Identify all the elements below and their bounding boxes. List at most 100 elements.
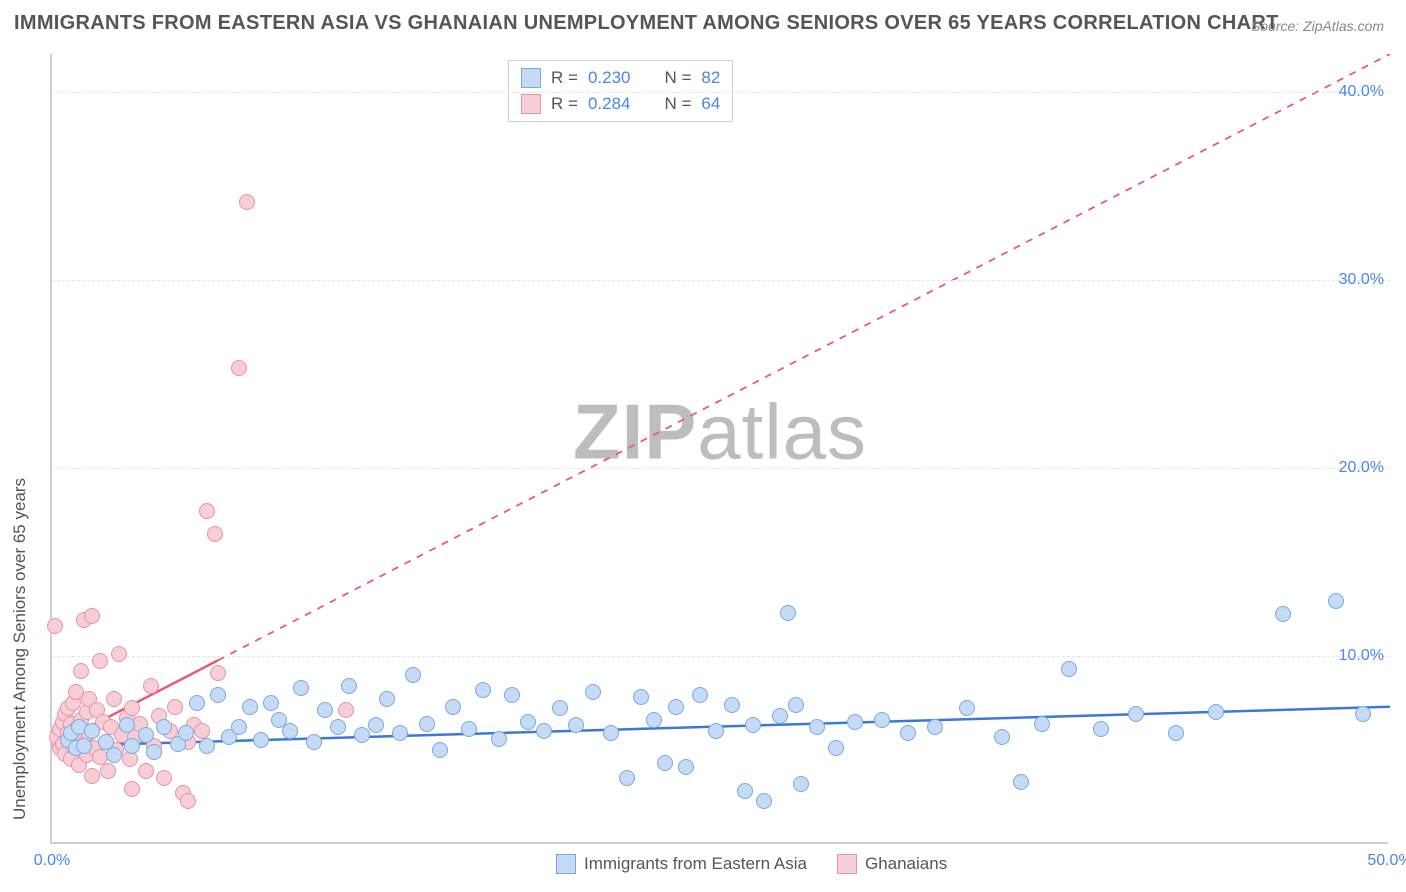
data-point — [119, 717, 135, 733]
data-point — [111, 646, 127, 662]
legend-row: R = 0.230N = 82 — [521, 65, 720, 91]
plot-area: ZIPatlas R = 0.230N = 82R = 0.284N = 64 … — [50, 54, 1388, 844]
data-point — [1168, 725, 1184, 741]
data-point — [552, 700, 568, 716]
data-point — [603, 725, 619, 741]
data-point — [124, 781, 140, 797]
data-point — [756, 793, 772, 809]
data-point — [737, 783, 753, 799]
data-point — [445, 699, 461, 715]
data-point — [1275, 606, 1291, 622]
data-point — [231, 719, 247, 735]
gridline — [52, 468, 1390, 469]
legend-row: R = 0.284 N = 64 — [521, 91, 720, 117]
data-point — [306, 734, 322, 750]
legend-label: Immigrants from Eastern Asia — [584, 854, 807, 874]
chart-area: ZIPatlas R = 0.230N = 82R = 0.284N = 64 … — [50, 54, 1388, 844]
data-point — [619, 770, 635, 786]
legend-r-label: R = — [551, 94, 578, 114]
data-point — [194, 723, 210, 739]
x-tick-label: 50.0% — [1367, 852, 1406, 870]
data-point — [1328, 593, 1344, 609]
legend-item: Ghanaians — [837, 854, 947, 874]
legend-label: Ghanaians — [865, 854, 947, 874]
data-point — [253, 732, 269, 748]
data-point — [106, 691, 122, 707]
data-point — [1093, 721, 1109, 737]
data-point — [475, 682, 491, 698]
source-attribution: Source: ZipAtlas.com — [1251, 18, 1384, 34]
legend-swatch — [521, 94, 541, 114]
data-point — [210, 665, 226, 681]
data-point — [368, 717, 384, 733]
data-point — [708, 723, 724, 739]
chart-title: IMMIGRANTS FROM EASTERN ASIA VS GHANAIAN… — [14, 12, 1279, 35]
data-point — [1034, 716, 1050, 732]
data-point — [678, 759, 694, 775]
y-tick-label: 30.0% — [1339, 271, 1390, 289]
data-point — [180, 793, 196, 809]
data-point — [461, 721, 477, 737]
data-point — [210, 687, 226, 703]
y-axis-label: Unemployment Among Seniors over 65 years — [10, 478, 30, 820]
data-point — [156, 719, 172, 735]
data-point — [330, 719, 346, 735]
data-point — [138, 727, 154, 743]
data-point — [231, 360, 247, 376]
data-point — [780, 605, 796, 621]
data-point — [167, 699, 183, 715]
data-point — [724, 697, 740, 713]
legend-r-value: 0.284 — [588, 94, 631, 114]
data-point — [668, 699, 684, 715]
data-point — [772, 708, 788, 724]
data-point — [536, 723, 552, 739]
data-point — [745, 717, 761, 733]
x-tick-label: 0.0% — [34, 852, 70, 870]
data-point — [341, 678, 357, 694]
data-point — [1208, 704, 1224, 720]
gridline — [52, 92, 1390, 93]
data-point — [189, 695, 205, 711]
gridline — [52, 656, 1390, 657]
data-point — [100, 763, 116, 779]
data-point — [124, 738, 140, 754]
data-point — [657, 755, 673, 771]
data-point — [392, 725, 408, 741]
legend-swatch — [837, 854, 857, 874]
data-point — [293, 680, 309, 696]
data-point — [84, 723, 100, 739]
legend-n-value: 64 — [701, 94, 720, 114]
data-point — [106, 747, 122, 763]
data-point — [900, 725, 916, 741]
data-point — [646, 712, 662, 728]
data-point — [242, 699, 258, 715]
data-point — [239, 194, 255, 210]
data-point — [84, 768, 100, 784]
data-point — [199, 503, 215, 519]
data-point — [178, 725, 194, 741]
data-point — [828, 740, 844, 756]
legend-item: Immigrants from Eastern Asia — [556, 854, 807, 874]
data-point — [1355, 706, 1371, 722]
data-point — [405, 667, 421, 683]
data-point — [207, 526, 223, 542]
data-point — [793, 776, 809, 792]
data-point — [1128, 706, 1144, 722]
data-point — [585, 684, 601, 700]
data-point — [317, 702, 333, 718]
data-point — [633, 689, 649, 705]
legend-n-label: N = — [664, 94, 691, 114]
watermark: ZIPatlas — [573, 387, 867, 478]
data-point — [432, 742, 448, 758]
data-point — [504, 687, 520, 703]
data-point — [146, 744, 162, 760]
data-point — [1013, 774, 1029, 790]
data-point — [692, 687, 708, 703]
legend-n-value: 82 — [701, 68, 720, 88]
data-point — [847, 714, 863, 730]
data-point — [338, 702, 354, 718]
data-point — [263, 695, 279, 711]
data-point — [568, 717, 584, 733]
data-point — [156, 770, 172, 786]
data-point — [491, 731, 507, 747]
